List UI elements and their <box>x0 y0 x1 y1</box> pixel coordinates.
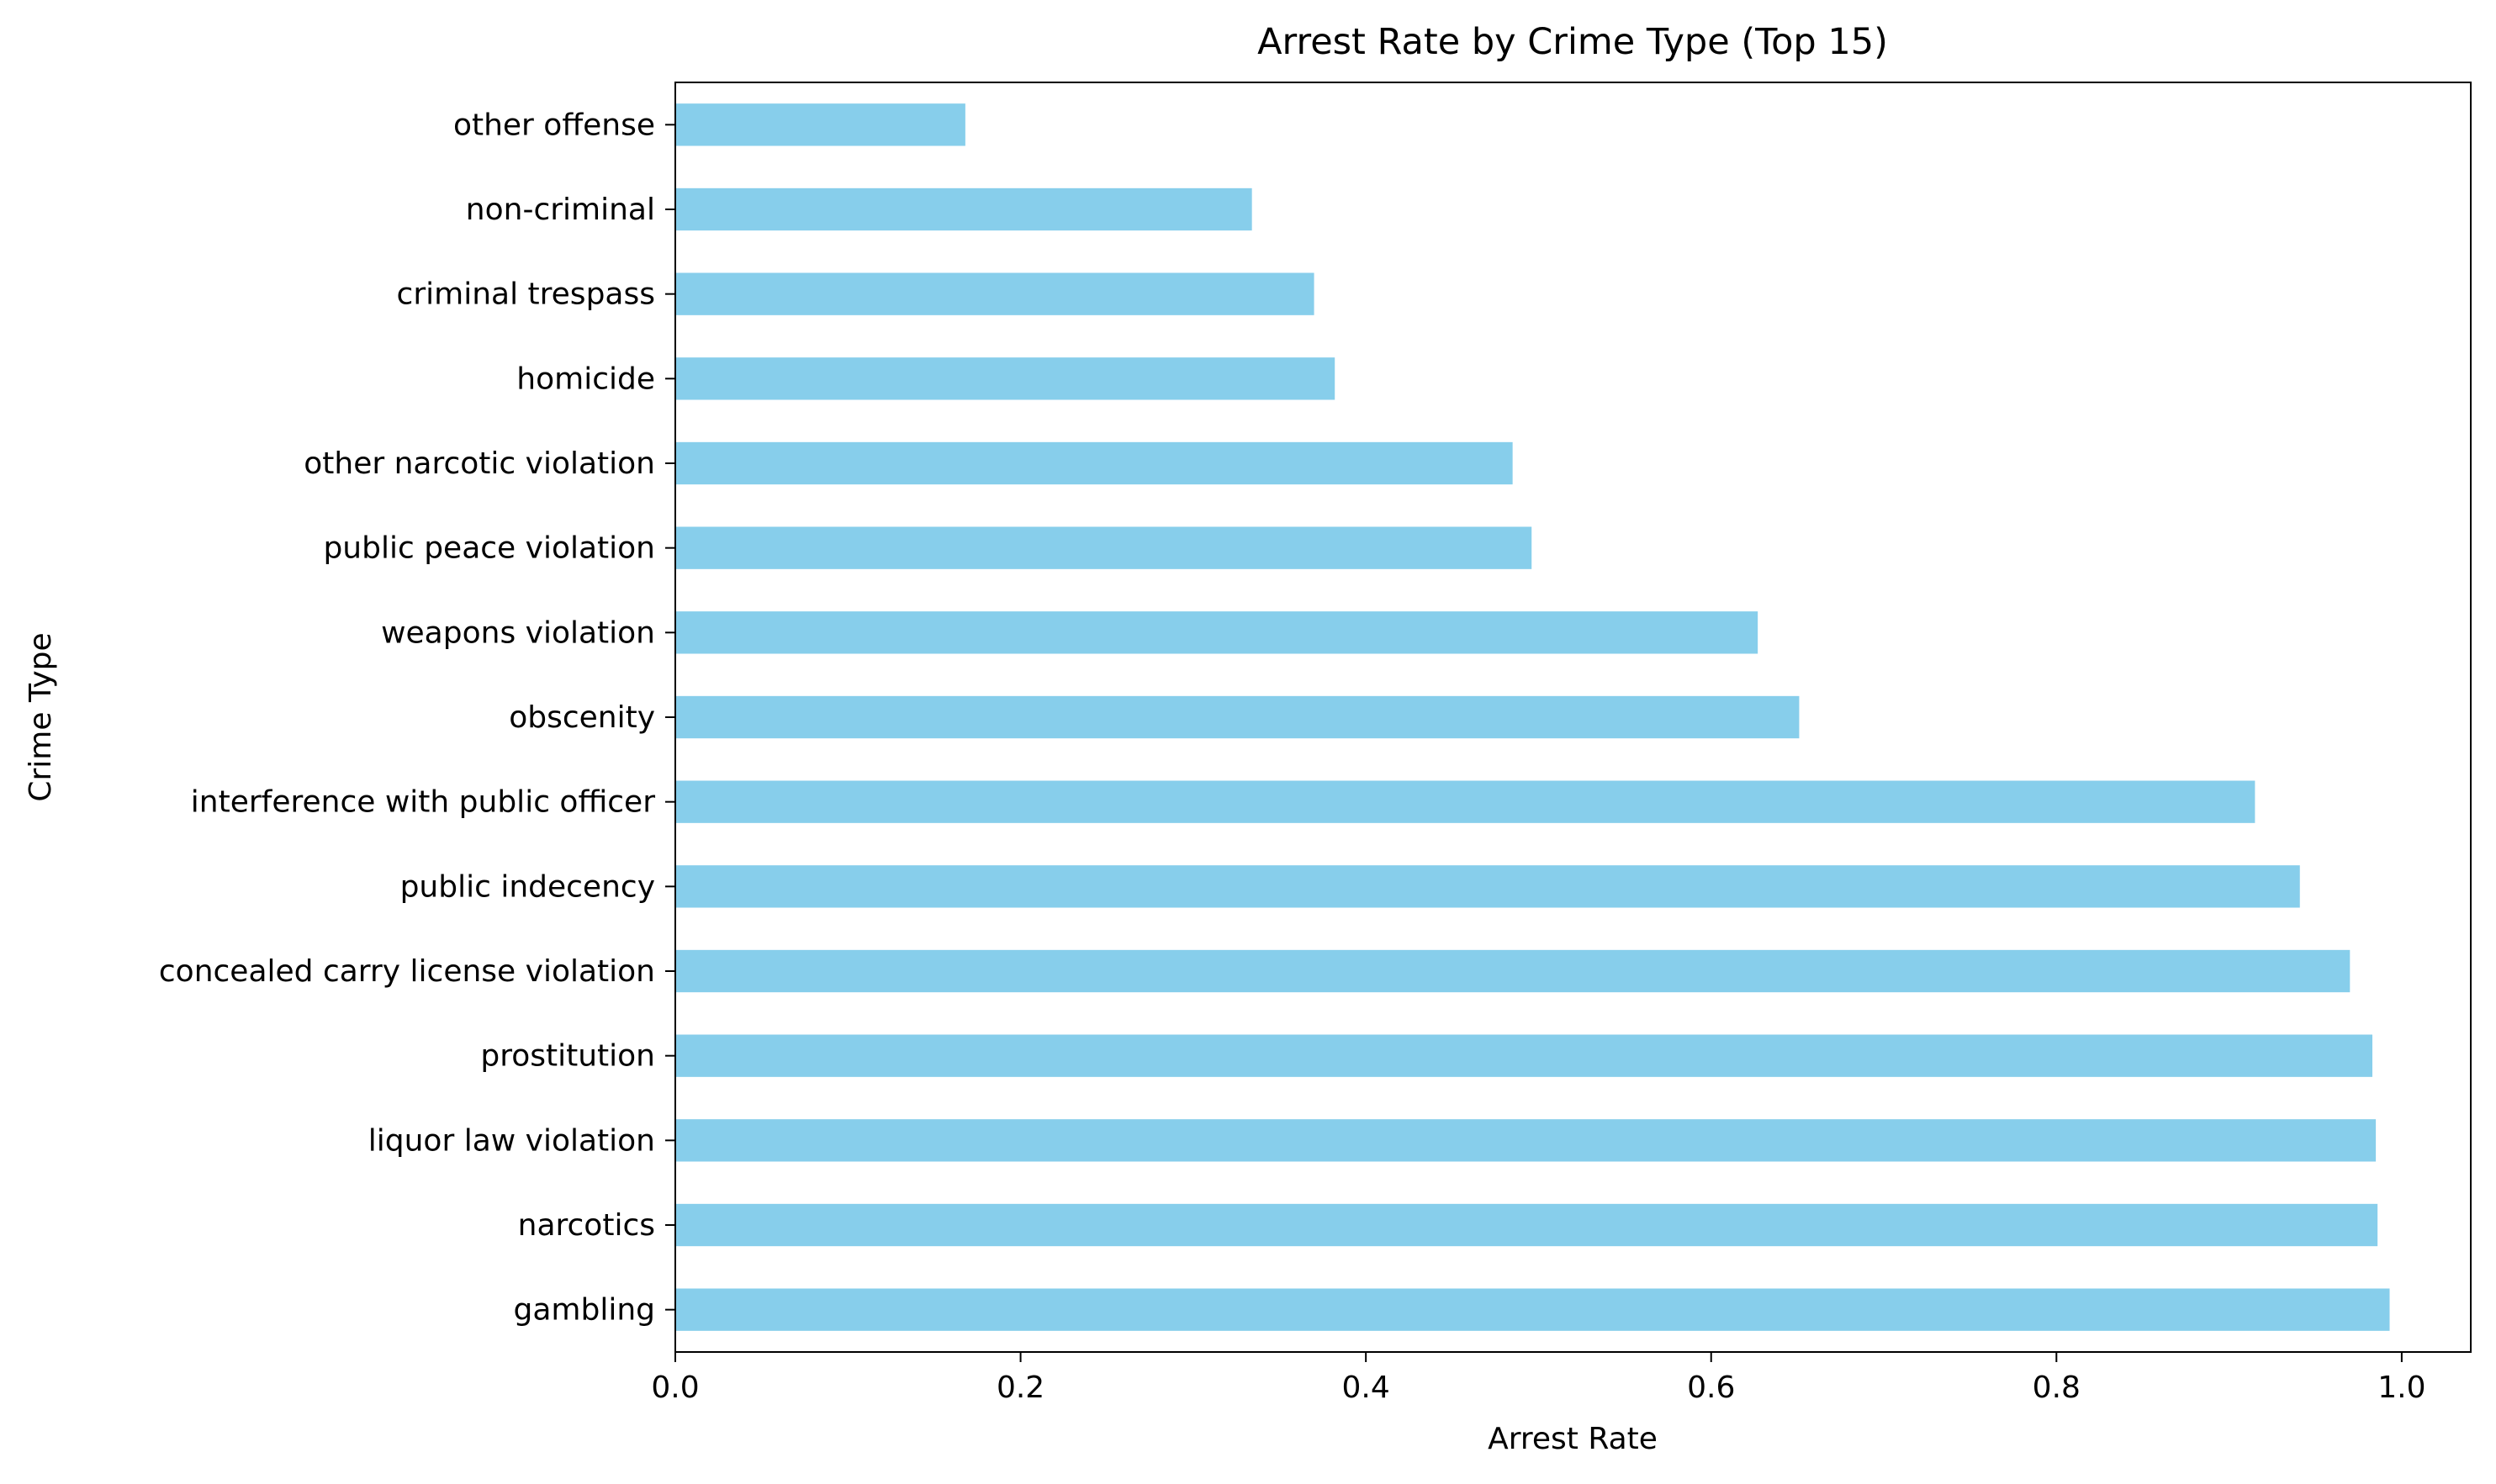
bar-non-criminal <box>675 187 1252 231</box>
x-tick-label: 0.8 <box>2033 1370 2081 1405</box>
y-tick-label: homicide <box>516 362 655 396</box>
x-tick-label: 0.0 <box>651 1370 699 1405</box>
y-tick-label: other offense <box>453 108 655 142</box>
bar-concealed-carry-license-violation <box>675 949 2351 993</box>
x-tick-label: 1.0 <box>2377 1370 2425 1405</box>
y-tick-label: other narcotic violation <box>304 446 655 481</box>
bar-criminal-trespass <box>675 272 1314 315</box>
x-axis-ticks: 0.0 0.2 0.4 0.6 0.8 1.0 <box>651 1352 2426 1405</box>
y-tick-label: criminal trespass <box>397 277 655 312</box>
y-tick-label: obscenity <box>509 700 655 735</box>
bar-obscenity <box>675 695 1800 739</box>
x-tick-label: 0.4 <box>1342 1370 1390 1405</box>
bar-homicide <box>675 357 1335 400</box>
plot-frame <box>674 82 2472 1353</box>
y-tick-label: gambling <box>513 1293 655 1328</box>
y-axis-label: Crime Type <box>24 632 58 801</box>
bar-public-indecency <box>675 865 2300 908</box>
bar-narcotics <box>675 1203 2378 1247</box>
y-tick-label: public indecency <box>400 869 655 904</box>
y-tick-label: weapons violation <box>381 615 655 650</box>
y-tick-label: interference with public officer <box>191 785 655 820</box>
bar-other-narcotic-violation <box>675 441 1513 485</box>
bar-other-offense <box>675 103 965 146</box>
y-tick-label: public peace violation <box>323 531 655 566</box>
bar-prostitution <box>675 1034 2372 1077</box>
bars-group <box>675 103 2390 1331</box>
x-tick-label: 0.6 <box>1687 1370 1735 1405</box>
x-tick-label: 0.2 <box>997 1370 1044 1405</box>
bar-gambling <box>675 1288 2390 1331</box>
chart-title: Arrest Rate by Crime Type (Top 15) <box>1257 21 1888 63</box>
x-axis-label: Arrest Rate <box>1488 1422 1658 1456</box>
bar-liquor-law-violation <box>675 1119 2377 1162</box>
y-tick-label: prostitution <box>480 1039 655 1074</box>
bar-public-peace-violation <box>675 526 1532 569</box>
y-axis-ticks: gambling narcotics liquor law violation pro… <box>159 108 675 1328</box>
bar-weapons-violation <box>675 611 1758 654</box>
y-tick-label: narcotics <box>518 1208 655 1243</box>
bar-interference-with-public-officer <box>675 780 2255 823</box>
y-tick-label: liquor law violation <box>368 1123 655 1158</box>
y-tick-label: concealed carry license violation <box>159 954 655 989</box>
y-tick-label: non-criminal <box>466 193 655 227</box>
